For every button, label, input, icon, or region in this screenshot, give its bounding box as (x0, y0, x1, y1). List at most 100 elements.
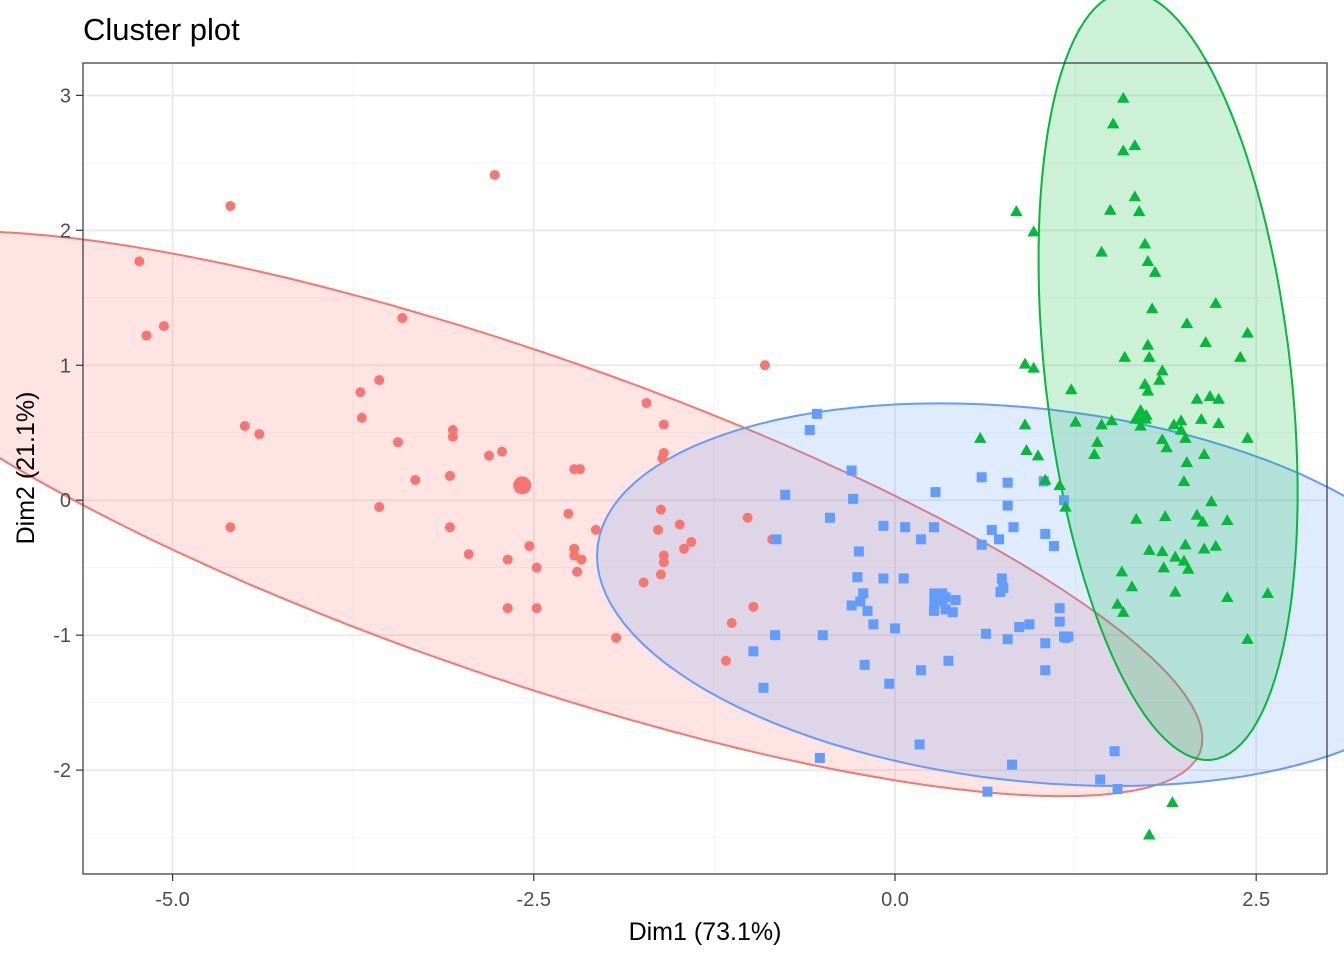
y-axis-ticks: -2 -1 0 1 2 3 (53, 85, 83, 782)
cluster-3-point (1203, 390, 1217, 401)
cluster-2-point (943, 655, 954, 666)
y-tick-label: -2 (53, 760, 71, 782)
cluster-2-point (811, 408, 822, 419)
cluster-1-point (225, 522, 236, 533)
cluster-1-point (531, 562, 542, 573)
cluster-1-point (410, 474, 421, 485)
cluster-3-point (1157, 561, 1170, 573)
cluster-3-point (1169, 550, 1182, 562)
cluster-2-point (758, 682, 769, 693)
cluster-3-point (1115, 565, 1129, 577)
cluster-1-point (444, 470, 455, 481)
cluster-3-point (1177, 554, 1191, 566)
x-axis-ticks: -5.0 -2.5 0.0 2.5 (155, 874, 1270, 911)
cluster-3-point (1199, 336, 1212, 348)
cluster-3-point (1179, 538, 1192, 550)
x-tick-label: 0.0 (881, 889, 909, 911)
cluster-3-point (1221, 591, 1234, 603)
cluster-2-point (1014, 622, 1025, 633)
cluster-3-point (1104, 203, 1117, 215)
cluster-3-point (1160, 441, 1173, 453)
cluster-1-point (225, 201, 236, 212)
cluster-2-point (1048, 541, 1059, 552)
cluster-2-point (1008, 522, 1019, 533)
cluster-1-point (658, 557, 669, 568)
cluster-2-point (770, 630, 781, 641)
cluster-2-point (853, 546, 864, 557)
cluster-3-point (1111, 597, 1124, 609)
cluster-1-point (141, 330, 152, 341)
y-tick-label: 1 (60, 355, 71, 377)
cluster-2-point (950, 595, 961, 606)
cluster-3-point (1128, 190, 1142, 202)
cluster-3-ellipse (1037, 0, 1299, 762)
cluster-2-point (780, 489, 791, 500)
cluster-2-point (1007, 759, 1018, 770)
major-gridlines (83, 63, 1327, 874)
cluster-3-point (1095, 418, 1108, 430)
cluster-1-point (611, 632, 622, 643)
cluster-1-point (657, 453, 668, 464)
cluster-2-point (1040, 528, 1051, 539)
cluster-2-centroid (929, 588, 948, 607)
cluster-1-point (239, 420, 250, 431)
cluster-points (134, 91, 1275, 840)
cluster-3-point (1156, 545, 1169, 557)
cluster-2-point (930, 487, 941, 498)
cluster-3-point (1039, 473, 1052, 485)
cluster-3-point (1156, 364, 1169, 376)
cluster-1-point (524, 541, 535, 552)
y-tick-label: -1 (53, 625, 71, 647)
cluster-2-point (855, 596, 866, 607)
cluster-1-point (374, 501, 385, 512)
cluster-1-point (374, 375, 385, 386)
cluster-1-point (254, 429, 265, 440)
x-tick-label: 2.5 (1242, 889, 1270, 911)
cluster-2-point (940, 604, 951, 615)
cluster-3-point (1132, 205, 1146, 217)
cluster-3-point (1145, 302, 1159, 314)
y-axis-title: Dim2 (21.1%) (12, 392, 40, 545)
cluster-1-point (463, 549, 474, 560)
cluster-2-point (889, 623, 900, 634)
cluster-2-point (771, 534, 782, 545)
cluster-1-centroid (513, 476, 532, 495)
cluster-2-point (804, 425, 815, 436)
cluster-3-point (1143, 350, 1156, 362)
cluster-2-point (1095, 774, 1106, 785)
cluster-1-point (638, 577, 649, 588)
cluster-3-point (1174, 423, 1188, 435)
cluster-2-point (976, 539, 987, 550)
cluster-3-point (1134, 419, 1147, 431)
cluster-2-point (846, 465, 857, 476)
cluster-2-point (994, 534, 1005, 545)
cluster-3-point (1174, 414, 1188, 426)
chart-title: Cluster plot (83, 12, 240, 47)
cluster-1-point (759, 360, 770, 371)
cluster-3-point (1031, 449, 1045, 461)
cluster-3-point (1153, 373, 1166, 385)
cluster-3-point (1234, 350, 1247, 362)
y-tick-label: 3 (60, 85, 71, 107)
cluster-1-point (489, 170, 500, 181)
cluster-3-point (1130, 512, 1143, 524)
cluster-3-point (1197, 448, 1211, 460)
cluster-2-point (900, 522, 911, 533)
cluster-2-point (817, 630, 828, 641)
cluster-3-point (1180, 456, 1194, 468)
cluster-2-point (1054, 616, 1065, 627)
panel-border (82, 62, 1328, 875)
cluster-3-point (1125, 580, 1139, 592)
cluster-1-point (572, 566, 583, 577)
cluster-2-point (1060, 632, 1071, 643)
cluster-3-point (1065, 383, 1078, 395)
y-tick-label: 2 (60, 220, 71, 242)
x-axis-title: Dim1 (73.1%) (629, 918, 782, 946)
cluster-1-point (658, 419, 669, 430)
cluster-3-point (1156, 433, 1169, 445)
cluster-3-point (1241, 431, 1254, 443)
cluster-1-point (531, 603, 542, 614)
cluster-1-point (575, 464, 586, 475)
cluster-2-point (1054, 603, 1065, 614)
